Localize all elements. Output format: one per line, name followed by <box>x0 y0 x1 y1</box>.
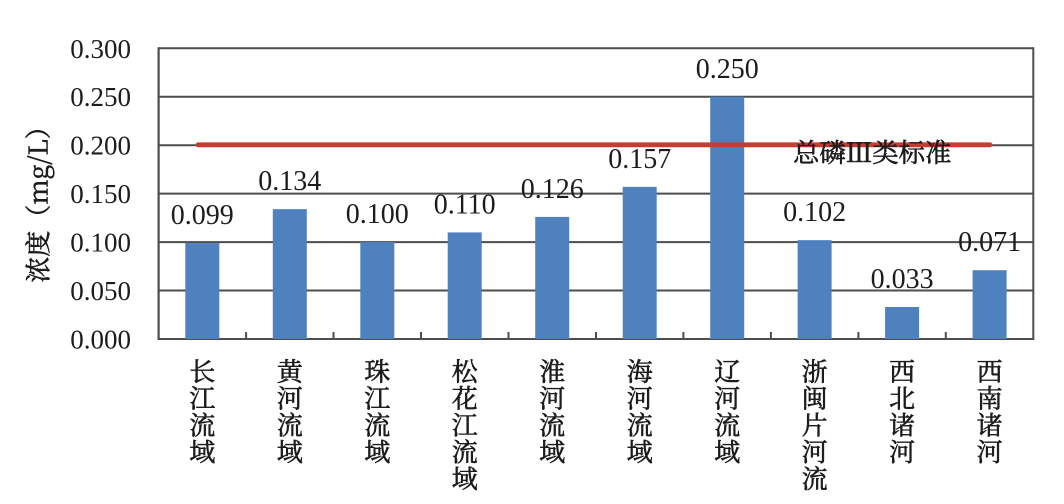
svg-text:0.033: 0.033 <box>871 264 934 295</box>
svg-text:0.102: 0.102 <box>783 197 846 228</box>
svg-text:0.071: 0.071 <box>958 227 1021 258</box>
svg-text:0.110: 0.110 <box>434 189 496 220</box>
svg-text:0.300: 0.300 <box>70 34 131 64</box>
svg-text:0.150: 0.150 <box>70 179 131 209</box>
svg-text:0.157: 0.157 <box>608 144 671 175</box>
svg-text:0.100: 0.100 <box>346 199 409 230</box>
svg-text:0.200: 0.200 <box>70 131 131 161</box>
svg-text:0.100: 0.100 <box>70 228 131 258</box>
svg-text:0.250: 0.250 <box>70 82 131 112</box>
svg-text:0.099: 0.099 <box>171 200 234 231</box>
svg-text:0.134: 0.134 <box>258 166 321 197</box>
svg-text:0.000: 0.000 <box>70 325 131 355</box>
svg-text:0.126: 0.126 <box>521 174 584 205</box>
svg-text:0.250: 0.250 <box>696 54 759 85</box>
svg-text:0.050: 0.050 <box>70 276 131 306</box>
